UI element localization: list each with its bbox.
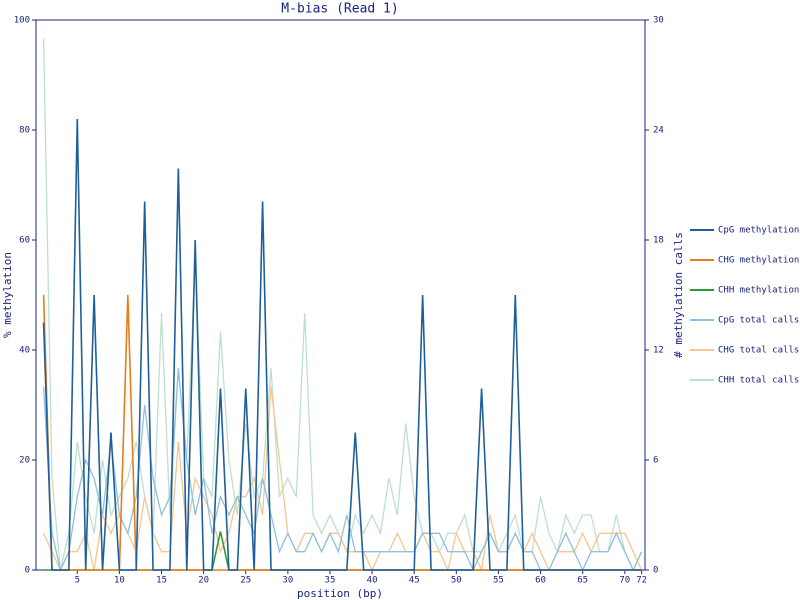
x-tick-label: 40	[367, 576, 378, 586]
y2-axis-label: # methylation calls	[672, 232, 685, 358]
x-tick-label: 45	[409, 576, 420, 586]
x-tick-label: 15	[156, 576, 167, 586]
x-tick-label: 20	[198, 576, 209, 586]
legend-label: CHG total calls	[718, 346, 799, 356]
legend-label: CpG methylation	[718, 226, 799, 236]
y2-tick-label: 6	[653, 456, 658, 466]
y2-tick-label: 30	[653, 16, 664, 26]
legend-label: CHH methylation	[718, 286, 799, 296]
x-tick-label: 30	[282, 576, 293, 586]
x-tick-label: 10	[114, 576, 125, 586]
x-tick-label: 65	[577, 576, 588, 586]
x-tick-label: 50	[451, 576, 462, 586]
y-tick-label: 20	[19, 456, 30, 466]
series-line	[42, 118, 642, 571]
series-line	[42, 386, 643, 573]
y2-tick-label: 0	[653, 566, 658, 576]
series-line	[42, 294, 642, 571]
x-axis-label: position (bp)	[297, 587, 383, 600]
y-axis-label: % methylation	[1, 252, 14, 338]
y2-tick-label: 18	[653, 236, 664, 246]
y-tick-label: 60	[19, 236, 30, 246]
chart-title: M-bias (Read 1)	[281, 2, 398, 17]
legend-label: CHH total calls	[718, 376, 799, 386]
x-tick-label: 5	[75, 576, 80, 586]
y-tick-label: 0	[25, 566, 30, 576]
y-tick-label: 80	[19, 126, 30, 136]
legend-label: CHG methylation	[718, 256, 799, 266]
x-tick-label: 55	[493, 576, 504, 586]
x-tick-label: 70	[619, 576, 630, 586]
y-tick-label: 100	[14, 16, 30, 26]
y2-tick-label: 12	[653, 346, 664, 356]
legend-label: CpG total calls	[718, 316, 799, 326]
x-tick-label: 60	[535, 576, 546, 586]
x-tick-label: 35	[325, 576, 336, 586]
x-tick-label: 72	[636, 576, 647, 586]
y-tick-label: 40	[19, 346, 30, 356]
y2-tick-label: 24	[653, 126, 664, 136]
x-tick-label: 25	[240, 576, 251, 586]
